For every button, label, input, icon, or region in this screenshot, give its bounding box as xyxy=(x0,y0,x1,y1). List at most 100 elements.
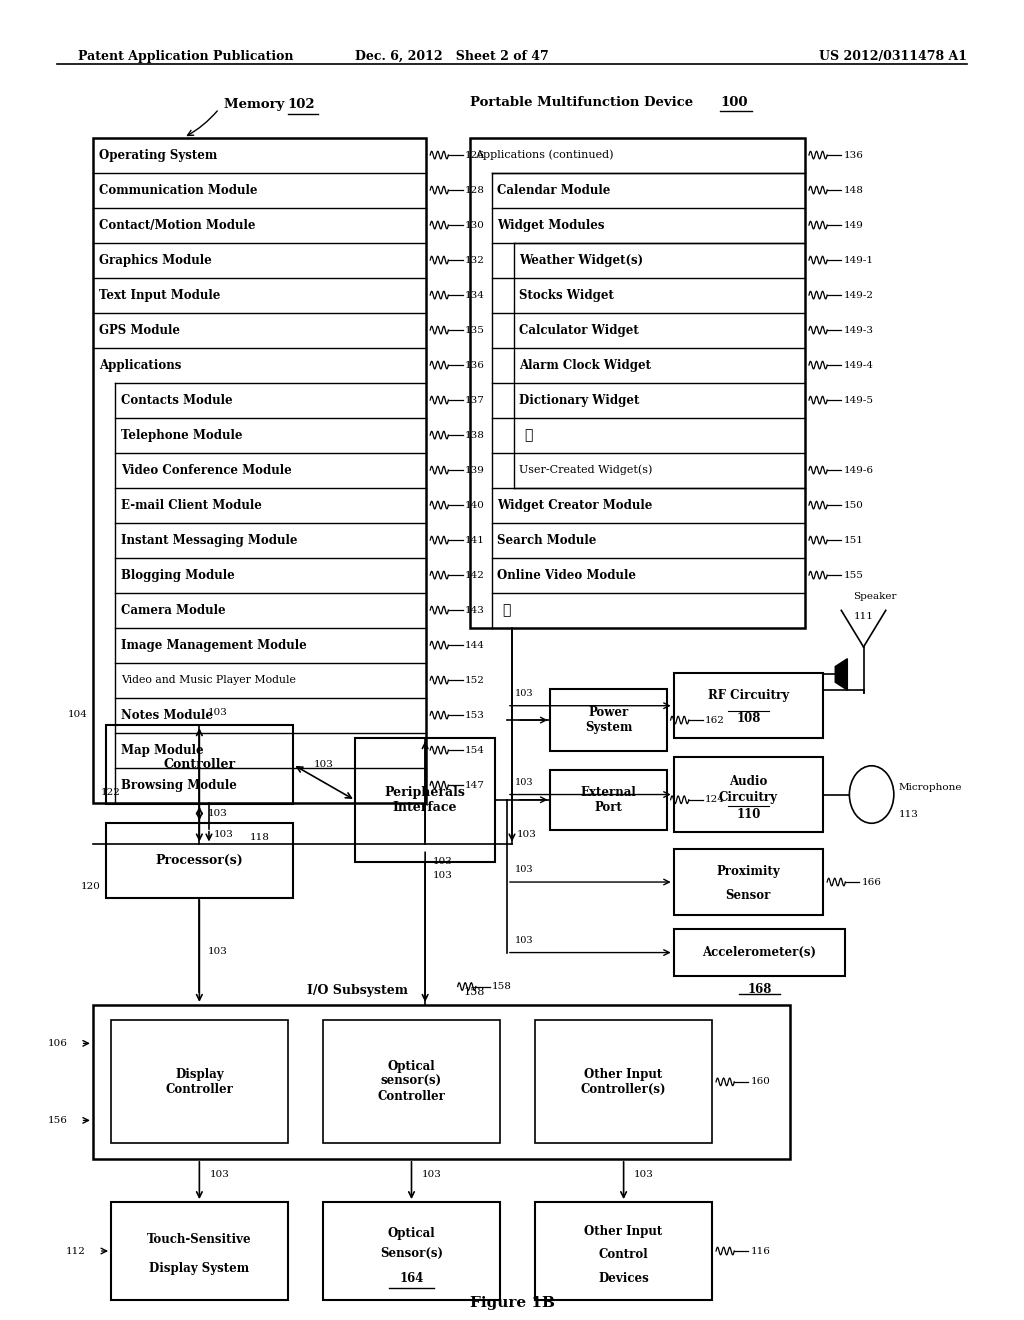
Text: Blogging Module: Blogging Module xyxy=(121,569,234,582)
Text: 149-3: 149-3 xyxy=(844,326,873,334)
Bar xyxy=(93,1005,790,1159)
Text: Alarm Clock Widget: Alarm Clock Widget xyxy=(519,359,651,372)
Text: 166: 166 xyxy=(861,878,882,887)
Text: 103: 103 xyxy=(515,865,534,874)
Text: 149-1: 149-1 xyxy=(844,256,873,264)
Text: 103: 103 xyxy=(515,936,534,945)
Text: Dec. 6, 2012   Sheet 2 of 47: Dec. 6, 2012 Sheet 2 of 47 xyxy=(354,50,548,63)
Text: E-mail Client Module: E-mail Client Module xyxy=(121,499,262,512)
Text: Online Video Module: Online Video Module xyxy=(497,569,636,582)
Text: Calculator Widget: Calculator Widget xyxy=(519,323,639,337)
Text: Memory: Memory xyxy=(224,99,289,111)
Bar xyxy=(674,929,846,975)
Bar xyxy=(105,725,293,804)
Text: Widget Modules: Widget Modules xyxy=(497,219,604,231)
Text: Control: Control xyxy=(599,1249,648,1262)
Text: Sensor: Sensor xyxy=(726,888,771,902)
Bar xyxy=(324,1203,500,1300)
Bar xyxy=(674,756,823,833)
Text: Widget Creator Module: Widget Creator Module xyxy=(497,499,652,512)
Bar xyxy=(674,849,823,915)
Bar xyxy=(550,770,667,830)
Text: 140: 140 xyxy=(465,500,484,510)
Text: Contacts Module: Contacts Module xyxy=(121,393,232,407)
Text: Devices: Devices xyxy=(598,1272,649,1284)
Text: Figure 1B: Figure 1B xyxy=(469,1296,555,1311)
Text: 168: 168 xyxy=(748,982,772,995)
Text: Other Input: Other Input xyxy=(585,1225,663,1238)
Text: 103: 103 xyxy=(515,689,534,698)
Text: 143: 143 xyxy=(465,606,484,615)
Text: ⋮: ⋮ xyxy=(502,603,510,618)
Text: 139: 139 xyxy=(465,466,484,475)
Text: 149-2: 149-2 xyxy=(844,290,873,300)
Text: 147: 147 xyxy=(465,780,484,789)
Text: 144: 144 xyxy=(465,640,484,649)
Bar xyxy=(536,1020,712,1143)
Text: Accelerometer(s): Accelerometer(s) xyxy=(702,946,816,960)
Text: 103: 103 xyxy=(517,830,537,840)
Text: 102: 102 xyxy=(288,99,315,111)
Text: Optical
sensor(s)
Controller: Optical sensor(s) Controller xyxy=(378,1060,445,1104)
Text: 135: 135 xyxy=(465,326,484,334)
Text: External
Port: External Port xyxy=(581,785,636,813)
Text: Speaker: Speaker xyxy=(853,593,897,601)
Text: Proximity: Proximity xyxy=(717,865,780,878)
Text: RF Circuitry: RF Circuitry xyxy=(708,689,788,702)
Text: Peripherals
Interface: Peripherals Interface xyxy=(385,787,466,814)
Text: 116: 116 xyxy=(751,1246,770,1255)
Text: Notes Module: Notes Module xyxy=(121,709,213,722)
Text: 149: 149 xyxy=(844,220,863,230)
Bar xyxy=(105,824,293,898)
Text: 113: 113 xyxy=(899,809,919,818)
Text: 103: 103 xyxy=(208,946,227,956)
Bar xyxy=(111,1203,288,1300)
Text: 103: 103 xyxy=(634,1170,653,1179)
Text: 149-4: 149-4 xyxy=(844,360,873,370)
Text: 158: 158 xyxy=(464,987,485,997)
Text: Calendar Module: Calendar Module xyxy=(497,183,610,197)
Text: Display
Controller: Display Controller xyxy=(166,1068,233,1096)
Text: 103: 103 xyxy=(314,760,334,770)
Bar xyxy=(111,1020,288,1143)
Text: 103: 103 xyxy=(208,809,227,818)
Text: 124: 124 xyxy=(705,795,725,804)
Text: Text Input Module: Text Input Module xyxy=(99,289,220,301)
Text: 134: 134 xyxy=(465,290,484,300)
Text: Weather Widget(s): Weather Widget(s) xyxy=(519,253,643,267)
Text: 156: 156 xyxy=(48,1115,68,1125)
Text: ⋮: ⋮ xyxy=(524,428,532,442)
Text: 141: 141 xyxy=(465,536,484,545)
Text: Contact/Motion Module: Contact/Motion Module xyxy=(99,219,255,231)
Text: I/O Subsystem: I/O Subsystem xyxy=(307,983,409,997)
Text: 154: 154 xyxy=(465,746,484,755)
Text: Sensor(s): Sensor(s) xyxy=(380,1246,443,1259)
Text: 160: 160 xyxy=(751,1077,770,1086)
Text: Search Module: Search Module xyxy=(497,533,596,546)
Text: 130: 130 xyxy=(465,220,484,230)
Text: 136: 136 xyxy=(465,360,484,370)
Text: 126: 126 xyxy=(465,150,484,160)
Bar xyxy=(324,1020,500,1143)
Text: Microphone: Microphone xyxy=(899,784,963,792)
Text: 149-6: 149-6 xyxy=(844,466,873,475)
Bar xyxy=(470,137,805,627)
Text: 118: 118 xyxy=(250,833,269,842)
Text: 152: 152 xyxy=(465,676,484,685)
Text: Video Conference Module: Video Conference Module xyxy=(121,463,292,477)
Text: Touch-Sensitive: Touch-Sensitive xyxy=(147,1233,252,1246)
Text: Applications: Applications xyxy=(99,359,181,372)
Text: Instant Messaging Module: Instant Messaging Module xyxy=(121,533,298,546)
Text: 103: 103 xyxy=(515,777,534,787)
Text: Operating System: Operating System xyxy=(99,149,217,161)
Text: Portable Multifunction Device: Portable Multifunction Device xyxy=(470,96,697,108)
Text: Display System: Display System xyxy=(150,1262,250,1275)
Text: Patent Application Publication: Patent Application Publication xyxy=(78,50,293,63)
Text: Video and Music Player Module: Video and Music Player Module xyxy=(121,675,296,685)
Text: Camera Module: Camera Module xyxy=(121,603,225,616)
Text: Power
System: Power System xyxy=(585,706,632,734)
Text: 106: 106 xyxy=(48,1039,68,1048)
Bar xyxy=(550,689,667,751)
Text: Graphics Module: Graphics Module xyxy=(99,253,212,267)
Text: 111: 111 xyxy=(853,611,873,620)
